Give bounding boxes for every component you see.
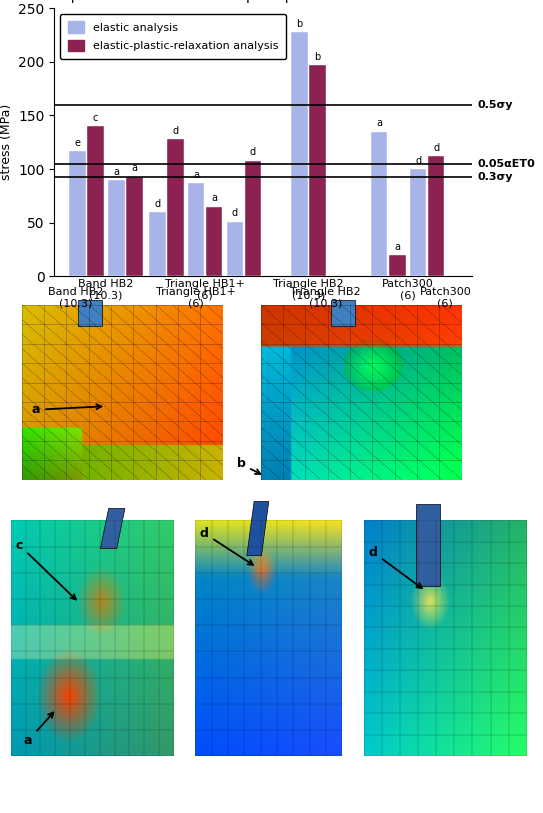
Text: d: d (250, 147, 256, 157)
Text: d: d (415, 156, 421, 166)
Text: a: a (394, 241, 400, 252)
Legend: elastic analysis, elastic-plastic-relaxation analysis: elastic analysis, elastic-plastic-relaxa… (60, 14, 287, 59)
Bar (108, 180, 124, 276)
Text: d: d (200, 527, 253, 565)
Bar (428, 156, 444, 276)
Text: d: d (232, 208, 238, 219)
Text: b: b (314, 52, 321, 62)
Bar (127, 176, 143, 276)
Bar (371, 132, 388, 276)
Text: 0.3σy: 0.3σy (477, 172, 513, 181)
Text: Patch300: Patch300 (419, 287, 471, 297)
Text: b: b (237, 458, 261, 474)
Bar (331, 300, 355, 326)
Bar (416, 504, 440, 586)
Text: e: e (74, 137, 80, 148)
Bar (227, 222, 243, 276)
Polygon shape (100, 509, 125, 549)
Text: (10.3): (10.3) (59, 299, 93, 309)
Text: a: a (113, 167, 119, 176)
Polygon shape (247, 502, 269, 556)
Text: Band HB2: Band HB2 (48, 287, 104, 297)
Text: 0.5σy: 0.5σy (477, 100, 513, 110)
Bar (167, 139, 184, 276)
Text: Triangle HB2: Triangle HB2 (291, 287, 361, 297)
Text: d: d (369, 546, 422, 588)
Bar (87, 126, 104, 276)
Text: d: d (433, 143, 439, 153)
Bar (70, 151, 86, 276)
Text: a: a (24, 712, 53, 747)
Bar (245, 160, 261, 276)
Text: d: d (154, 199, 160, 209)
Text: d: d (172, 126, 179, 136)
Text: 0.05αET0: 0.05αET0 (477, 159, 535, 169)
Text: b: b (296, 19, 302, 28)
Bar (78, 300, 102, 326)
Bar (292, 32, 308, 276)
Bar (188, 183, 204, 276)
Text: (6): (6) (187, 299, 204, 309)
Bar (389, 255, 406, 276)
Text: (6): (6) (437, 299, 453, 309)
Text: a: a (131, 163, 137, 173)
Text: a: a (211, 193, 217, 203)
Text: c: c (93, 113, 98, 123)
Y-axis label: stress (MPa): stress (MPa) (0, 104, 12, 180)
Text: c: c (16, 538, 76, 599)
Text: a: a (193, 170, 199, 180)
Bar (310, 65, 326, 276)
Text: (10.3): (10.3) (309, 299, 343, 309)
Text: Triangle HB1+: Triangle HB1+ (155, 287, 236, 297)
Bar (149, 212, 166, 276)
Text: a: a (31, 403, 102, 416)
Title: Comparison of the maximum principal stress calculated - CrMoV: Comparison of the maximum principal stre… (40, 0, 487, 2)
Text: a: a (376, 119, 382, 128)
Bar (410, 169, 426, 276)
Bar (206, 207, 223, 276)
